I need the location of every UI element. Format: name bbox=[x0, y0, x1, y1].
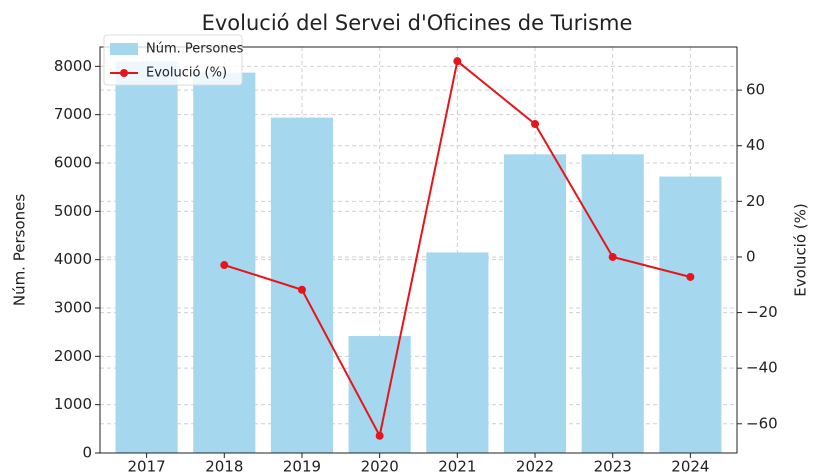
y-tick-label: 7000 bbox=[54, 105, 92, 123]
x-tick-label: 2019 bbox=[283, 458, 321, 473]
y-tick-label: 4000 bbox=[54, 250, 92, 268]
legend-box bbox=[103, 34, 243, 86]
y-tick-label: 1000 bbox=[54, 395, 92, 413]
x-tick-label: 2024 bbox=[671, 458, 709, 473]
y2-tick-label: 60 bbox=[746, 81, 765, 99]
x-tick-label: 2017 bbox=[128, 458, 166, 473]
legend: Núm. Persones Evolució (%) bbox=[103, 34, 244, 86]
point bbox=[453, 57, 462, 66]
x-tick-label: 2018 bbox=[205, 458, 243, 473]
bar bbox=[503, 154, 567, 454]
x-tick-label: 2023 bbox=[594, 458, 632, 473]
y-tick-label: 0 bbox=[82, 444, 92, 462]
bar bbox=[270, 117, 334, 454]
point bbox=[375, 431, 384, 440]
point bbox=[297, 285, 306, 294]
legend-swatch bbox=[120, 69, 128, 77]
bar bbox=[659, 176, 722, 454]
y2-tick-label: −60 bbox=[746, 414, 778, 432]
bar bbox=[426, 252, 489, 453]
chart-title: Evolució del Servei d'Oficines de Turism… bbox=[202, 11, 633, 35]
y-tick-label: 5000 bbox=[54, 202, 92, 220]
y-axis-label: Núm. Persones bbox=[11, 194, 29, 307]
legend-label: Núm. Persones bbox=[146, 42, 244, 57]
y-tick-label: 3000 bbox=[54, 299, 92, 317]
y-tick-label: 2000 bbox=[54, 347, 92, 365]
y2-tick-label: 20 bbox=[746, 192, 765, 210]
y2-tick-label: 0 bbox=[746, 247, 756, 265]
y2-axis-label: Evolució (%) bbox=[792, 203, 810, 297]
x-tick-label: 2020 bbox=[361, 458, 399, 473]
x-tick-label: 2022 bbox=[516, 458, 554, 473]
bars bbox=[115, 61, 722, 454]
point bbox=[686, 272, 695, 281]
x-tick-label: 2021 bbox=[438, 458, 476, 473]
y2-tick-label: −40 bbox=[746, 359, 778, 377]
bar bbox=[115, 61, 178, 453]
y-tick-label: 6000 bbox=[54, 154, 92, 172]
bar bbox=[581, 154, 644, 454]
y-tick-label: 8000 bbox=[54, 57, 92, 75]
legend-label: Evolució (%) bbox=[146, 66, 227, 81]
point bbox=[220, 261, 229, 270]
y2-tick-label: −20 bbox=[746, 303, 778, 321]
y2-tick-label: 40 bbox=[746, 136, 765, 154]
plot-frame bbox=[99, 46, 738, 454]
point bbox=[608, 252, 617, 261]
point bbox=[531, 120, 540, 129]
legend-swatch bbox=[110, 43, 138, 55]
